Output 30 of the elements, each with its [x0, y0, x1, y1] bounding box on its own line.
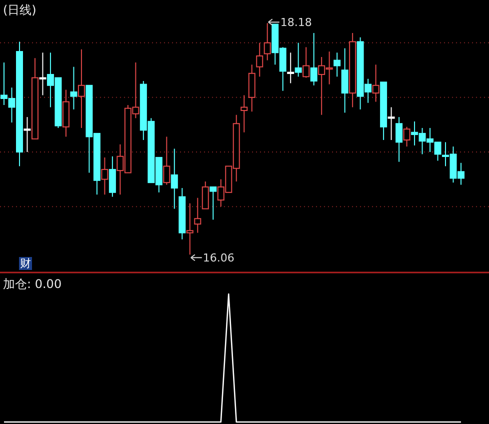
candlestick [39, 52, 46, 96]
candlestick [210, 186, 217, 220]
text: 财 [20, 257, 31, 270]
annotation: 18.18 [280, 16, 312, 30]
candlestick [163, 136, 170, 186]
candlestick [256, 42, 264, 78]
candlestick [186, 202, 194, 256]
candlestick [240, 94, 248, 133]
chart-title: (日线) [3, 3, 36, 17]
candlestick [388, 106, 395, 140]
candlestick [78, 48, 85, 128]
candlestick [101, 156, 108, 196]
candlestick [341, 48, 348, 114]
candlestick [287, 52, 294, 84]
candlestick [170, 148, 178, 210]
candlestick [24, 116, 31, 152]
candlestick [302, 46, 310, 78]
candlestick [194, 197, 202, 234]
candlestick [372, 64, 380, 102]
annotation: 16.06 [202, 252, 234, 265]
candlestick [396, 116, 403, 162]
candlestick [403, 126, 410, 148]
chart-title: 加仓: 0.00 [3, 277, 62, 291]
candlestick [334, 52, 341, 78]
candlestick [202, 180, 209, 210]
candlestick [294, 42, 302, 78]
candlestick [264, 22, 271, 61]
candlestick [70, 66, 78, 110]
candlestick [108, 156, 116, 198]
candlestick [310, 32, 318, 86]
